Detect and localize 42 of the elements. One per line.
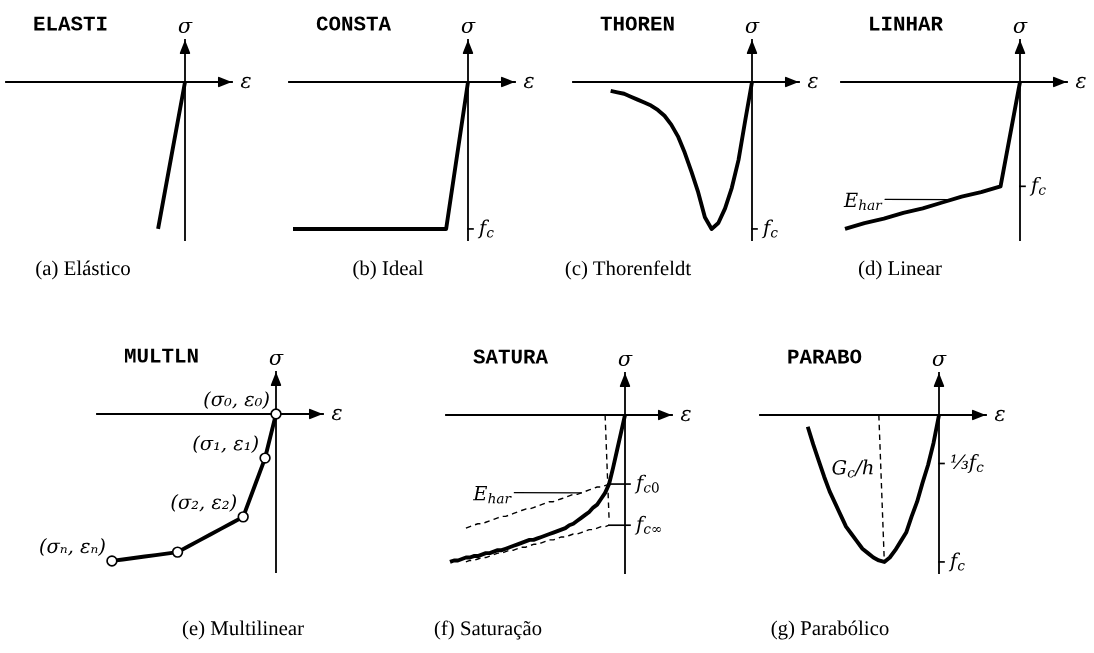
annotation: (σ₂, ε₂) bbox=[171, 494, 236, 512]
text: (b) Ideal bbox=[353, 260, 424, 280]
chart-title: LINHAR bbox=[870, 16, 943, 31]
ref-line-label: f$_{c}$ bbox=[948, 552, 965, 572]
chart-title: SATURA bbox=[473, 349, 549, 364]
text: (d) Linear bbox=[858, 260, 942, 280]
y-axis-title: σ bbox=[618, 354, 633, 367]
chart-title: MULTLN bbox=[125, 348, 198, 363]
ref-line-label: f$_{c}$ bbox=[761, 219, 778, 239]
y-axis-title: σ bbox=[745, 21, 760, 34]
x-axis-title: ε bbox=[680, 409, 691, 422]
chart-title: ELASTI bbox=[34, 16, 107, 31]
annotation: (σₙ, εₙ) bbox=[40, 538, 105, 556]
annotation: G$_{c}$/h bbox=[832, 459, 873, 478]
x-axis-title: ε bbox=[994, 409, 1005, 422]
ref-line-label: f$_{c}$ bbox=[477, 219, 494, 239]
chart-title: THOREN bbox=[600, 16, 674, 31]
chart-title: PARABO bbox=[788, 349, 862, 364]
ref-line-label: f$_{c0}$ bbox=[634, 474, 659, 494]
ref-line-label: f$_{c}$ bbox=[1029, 176, 1046, 196]
ref-line-label: f$_{c∞}$ bbox=[634, 515, 661, 535]
text: (σ₀, ε₀) bbox=[204, 391, 269, 409]
ref-line-label: ⅓f$_{c}$ bbox=[950, 454, 984, 473]
text: (f) Saturação bbox=[434, 620, 542, 640]
annotation: E$_{har}$ bbox=[843, 192, 883, 211]
y-axis-title: σ bbox=[1013, 21, 1028, 34]
x-axis-title: ε bbox=[523, 76, 534, 89]
text: (c) Thorenfeldt bbox=[565, 260, 692, 280]
y-axis-title: σ bbox=[269, 353, 284, 366]
x-axis-title: ε bbox=[240, 76, 251, 89]
annotation: (σ₁, ε₁) bbox=[193, 435, 258, 454]
text: (g) Parabólico bbox=[771, 620, 889, 640]
x-axis-title: ε bbox=[331, 408, 342, 421]
annotation: E$_{har}$ bbox=[472, 486, 512, 504]
y-axis-title: σ bbox=[461, 21, 476, 34]
y-axis-title: σ bbox=[178, 21, 193, 34]
y-axis-title: σ bbox=[932, 354, 947, 367]
chart-title: CONSTA bbox=[316, 16, 392, 31]
x-axis-title: ε bbox=[807, 76, 818, 89]
text: (e) Multilinear bbox=[182, 620, 304, 640]
x-axis-title: ε bbox=[1075, 76, 1086, 89]
text: (a) Elástico bbox=[36, 260, 130, 280]
